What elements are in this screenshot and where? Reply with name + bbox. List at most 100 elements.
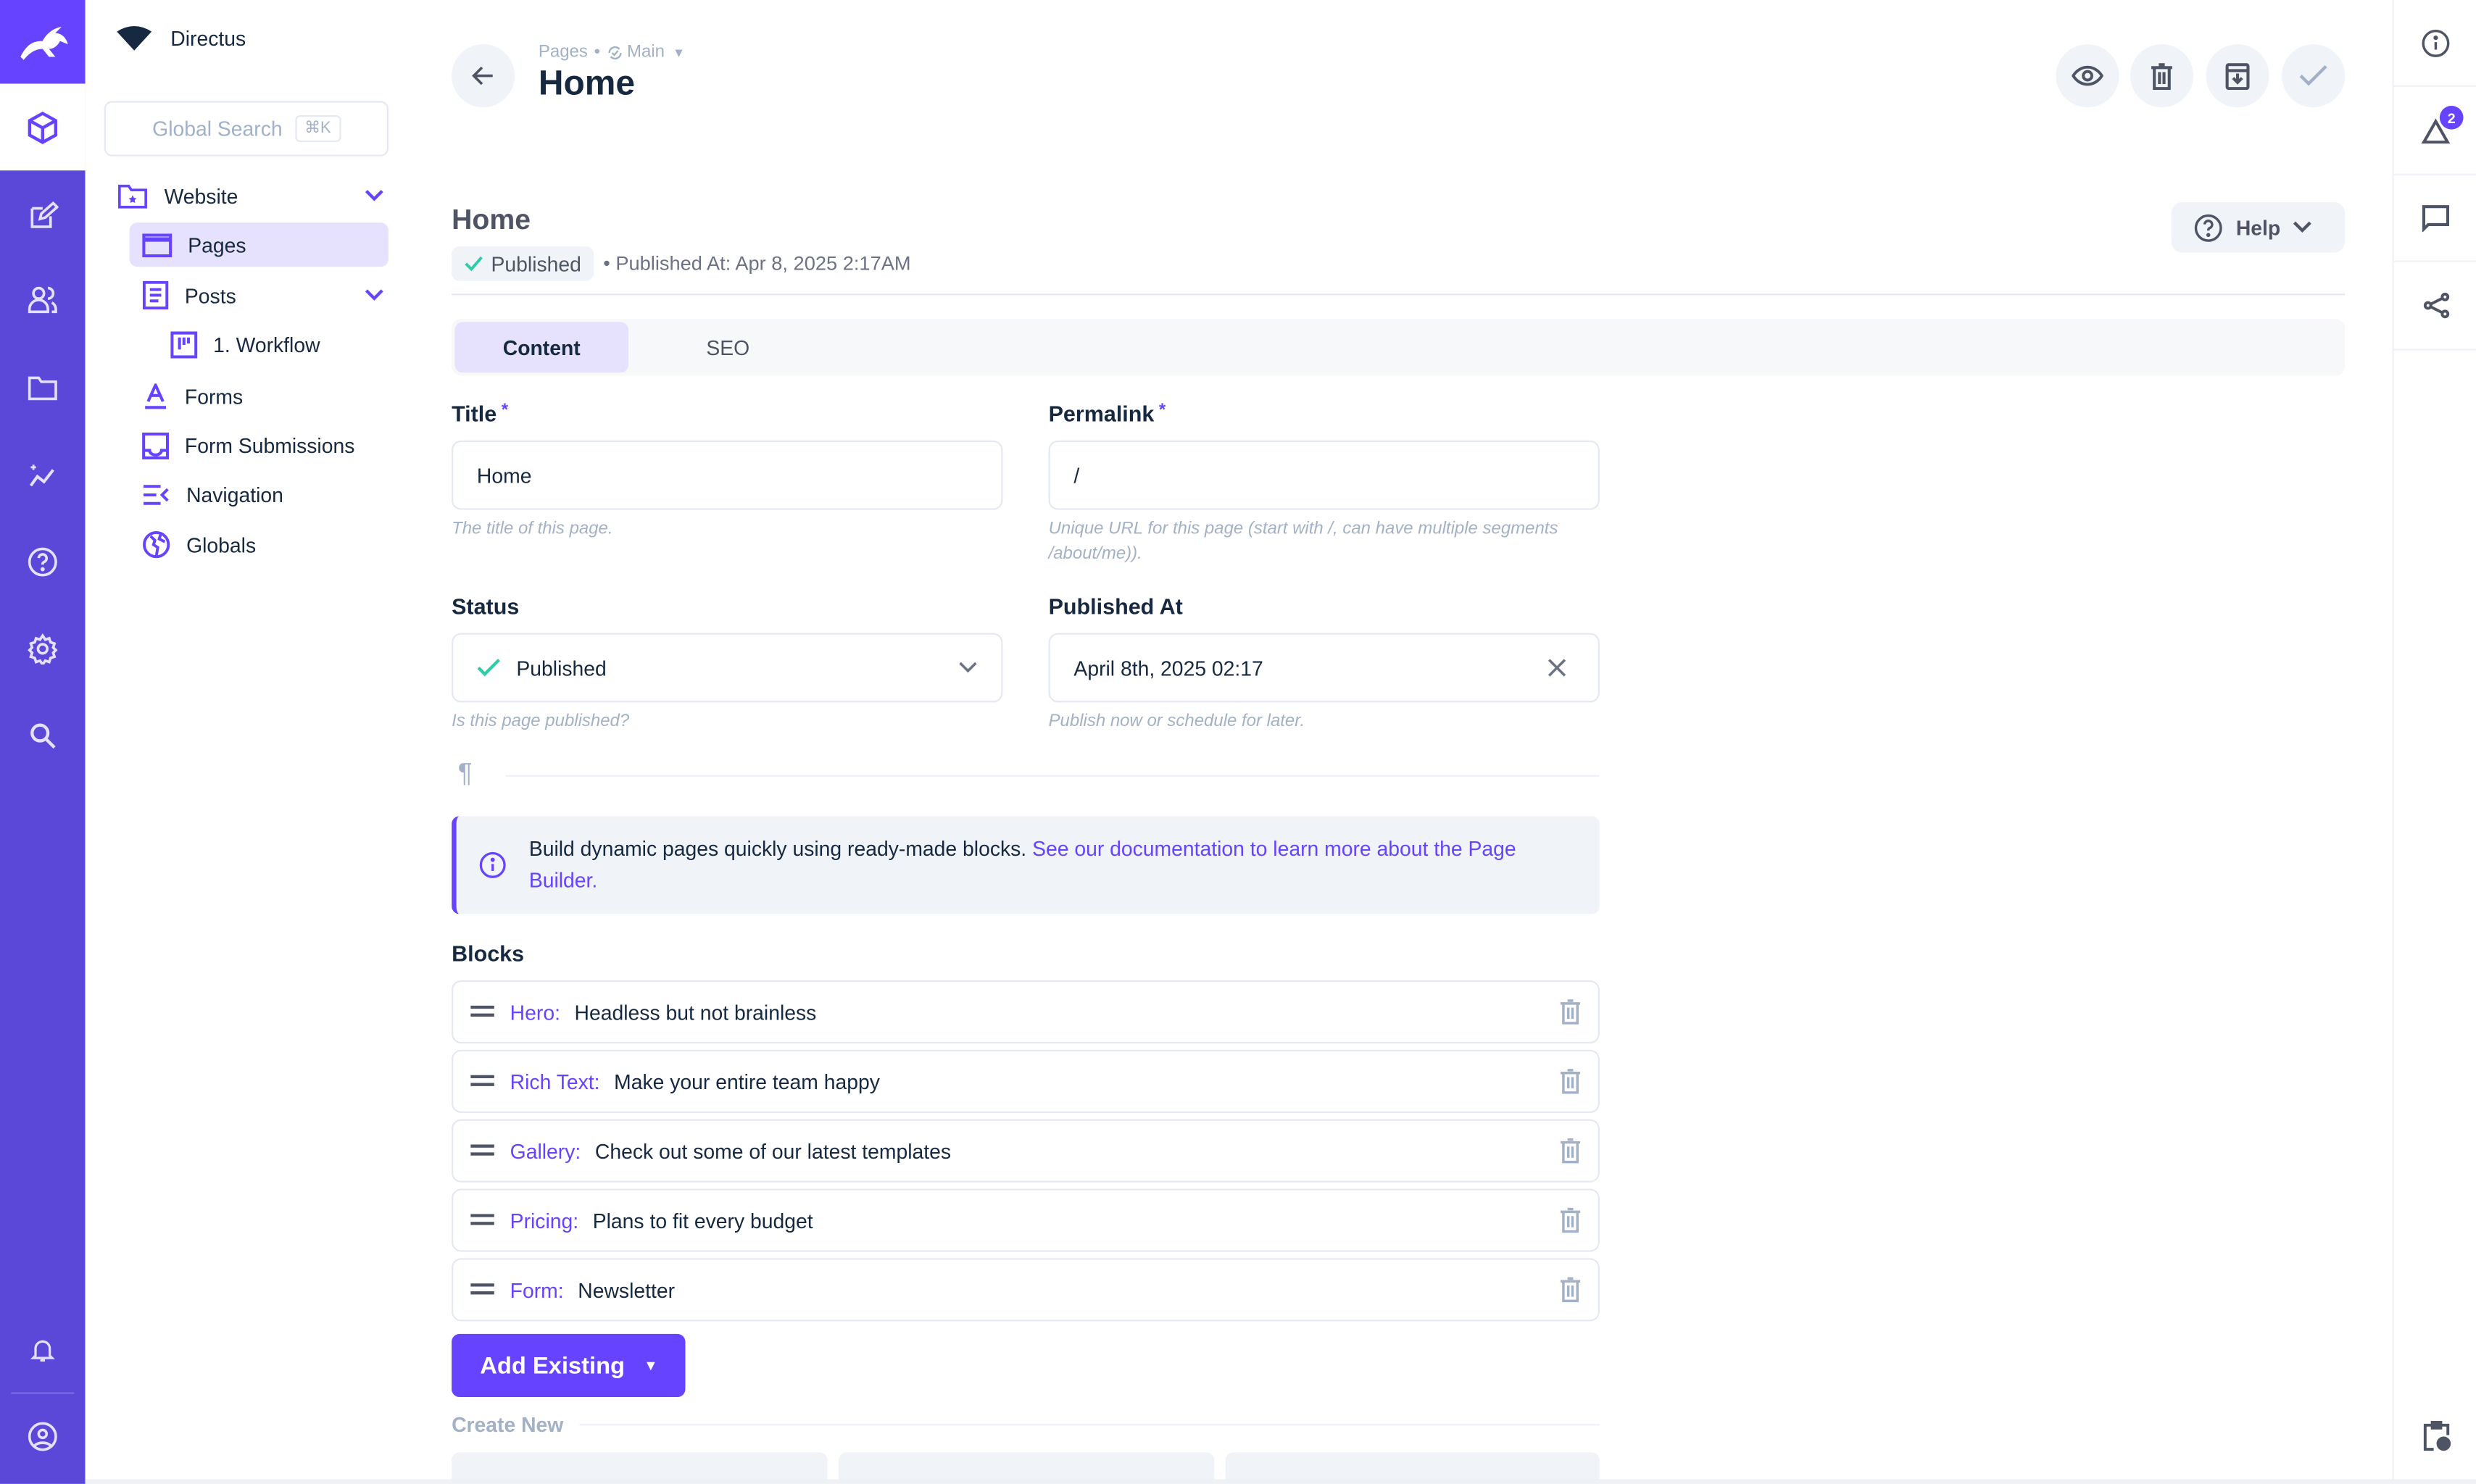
info-button[interactable] — [2393, 0, 2476, 87]
chevron-down-icon[interactable] — [363, 287, 386, 303]
tab-content[interactable]: Content — [454, 322, 629, 373]
create-new-divider — [579, 1424, 1600, 1426]
inbox-icon — [142, 431, 170, 459]
global-search-input[interactable]: Global Search ⌘K — [104, 101, 389, 157]
block-row[interactable]: Rich Text: Make your entire team happy — [452, 1049, 1600, 1113]
status-label: Published — [491, 251, 581, 276]
block-title: Check out some of our latest templates — [594, 1138, 952, 1163]
published-at-input[interactable]: April 8th, 2025 02:17 — [1048, 633, 1600, 703]
nav-item-forms[interactable]: Forms — [130, 374, 389, 418]
module-bar — [0, 0, 86, 1484]
trash-icon[interactable] — [1560, 1138, 1581, 1164]
browser-icon — [142, 233, 173, 257]
nav-item-navigation[interactable]: Navigation — [130, 472, 389, 516]
trash-icon[interactable] — [1560, 1277, 1581, 1303]
chevron-down-icon[interactable] — [363, 188, 386, 204]
archive-button[interactable] — [2206, 43, 2269, 108]
info-icon — [2422, 28, 2450, 57]
breadcrumb-pages[interactable]: Pages — [538, 42, 588, 62]
share-button[interactable] — [2393, 262, 2476, 351]
block-row[interactable]: Hero: Headless but not brainless — [452, 980, 1600, 1044]
drag-handle-icon[interactable] — [470, 1214, 494, 1226]
nav-item-globals[interactable]: Globals — [130, 522, 389, 567]
insights-icon[interactable] — [0, 451, 86, 499]
pilcrow-icon: ¶ — [457, 757, 473, 788]
drag-handle-icon[interactable] — [470, 1283, 494, 1296]
block-row[interactable]: Pricing: Plans to fit every budget — [452, 1188, 1600, 1252]
permalink-hint: Unique URL for this page (start with /, … — [1048, 519, 1558, 564]
user-icon[interactable] — [0, 1413, 86, 1460]
navigation-pane: Directus Global Search ⌘K Website Pages … — [85, 0, 414, 1484]
nav-item-workflow[interactable]: 1. Workflow — [158, 322, 389, 366]
trash-icon[interactable] — [1560, 1069, 1581, 1094]
users-icon[interactable] — [0, 276, 86, 323]
block-row[interactable]: Form: Newsletter — [452, 1258, 1600, 1322]
help-circle-icon — [2194, 213, 2222, 241]
arrow-left-icon — [472, 66, 493, 86]
title-hint: The title of this page. — [452, 519, 613, 538]
published-at-hint: Publish now or schedule for later. — [1048, 712, 1305, 731]
share-icon — [2422, 292, 2449, 319]
project-info[interactable]: Directus — [117, 25, 246, 51]
help-icon[interactable] — [0, 538, 86, 585]
nav-item-pages[interactable]: Pages — [129, 222, 389, 267]
add-existing-button[interactable]: Add Existing ▼ — [452, 1333, 686, 1398]
change-history-icon — [2421, 117, 2451, 143]
blocks-label: Blocks — [452, 941, 525, 967]
delete-button[interactable] — [2130, 43, 2194, 108]
trash-icon[interactable] — [1560, 1207, 1581, 1233]
nav-item-posts[interactable]: Posts — [130, 273, 389, 317]
trash-icon[interactable] — [1560, 999, 1581, 1025]
block-type: Gallery: — [510, 1138, 581, 1163]
published-meta: • Published At: Apr 8, 2025 2:17AM — [603, 252, 911, 275]
version-selector[interactable]: Main ▼ — [607, 43, 685, 62]
module-content[interactable] — [0, 83, 86, 171]
article-icon — [142, 280, 169, 309]
page-builder-notice: Build dynamic pages quickly using ready-… — [452, 816, 1600, 914]
section-divider — [505, 775, 1600, 777]
edit-icon[interactable] — [0, 193, 86, 240]
nav-item-form-submissions[interactable]: Form Submissions — [130, 423, 389, 467]
documentation-link[interactable]: See our documentation to learn more abou… — [528, 836, 1516, 892]
drag-handle-icon[interactable] — [470, 1005, 494, 1018]
status-badge: Published — [452, 246, 594, 281]
menu-open-icon — [144, 484, 169, 504]
close-icon[interactable] — [1548, 658, 1566, 677]
drag-handle-icon[interactable] — [470, 1144, 494, 1156]
flows-button[interactable] — [2394, 1413, 2476, 1460]
folder-icon[interactable] — [0, 364, 86, 412]
published-at-label: Published At — [1048, 593, 1183, 619]
status-label: Status — [452, 593, 520, 619]
bell-icon[interactable] — [0, 1326, 86, 1373]
search-icon[interactable] — [0, 712, 86, 759]
nav-label: Form Submissions — [184, 433, 355, 457]
drag-handle-icon[interactable] — [470, 1075, 494, 1088]
archive-icon — [2225, 62, 2250, 90]
permalink-input[interactable]: / — [1048, 440, 1600, 510]
block-title: Newsletter — [578, 1277, 676, 1302]
nav-item-website[interactable]: Website — [104, 174, 389, 218]
directus-logo[interactable] — [0, 0, 86, 84]
tab-bar: Content SEO — [452, 319, 2346, 376]
settings-icon[interactable] — [0, 625, 86, 672]
clipboard-clock-icon — [2422, 1420, 2451, 1451]
tab-seo[interactable]: SEO — [706, 335, 750, 359]
help-button[interactable]: Help — [2171, 201, 2346, 253]
kanban-icon — [170, 330, 198, 358]
title-input[interactable]: Home — [452, 440, 1003, 510]
preview-button[interactable] — [2056, 43, 2119, 108]
cube-icon — [28, 110, 57, 143]
create-new-card[interactable] — [838, 1452, 1215, 1484]
revisions-button[interactable]: 2 — [2393, 87, 2476, 175]
block-row[interactable]: Gallery: Check out some of our latest tem… — [452, 1119, 1600, 1183]
create-new-card[interactable] — [452, 1452, 828, 1484]
create-new-card[interactable] — [1225, 1452, 1600, 1484]
status-select[interactable]: Published — [452, 633, 1003, 703]
chevron-down-icon — [959, 662, 977, 673]
save-button[interactable] — [2282, 43, 2346, 108]
block-type: Hero: — [510, 1000, 560, 1024]
nav-label: Forms — [184, 384, 244, 409]
comments-button[interactable] — [2393, 175, 2476, 262]
back-button[interactable] — [452, 43, 515, 108]
info-icon — [479, 851, 506, 878]
